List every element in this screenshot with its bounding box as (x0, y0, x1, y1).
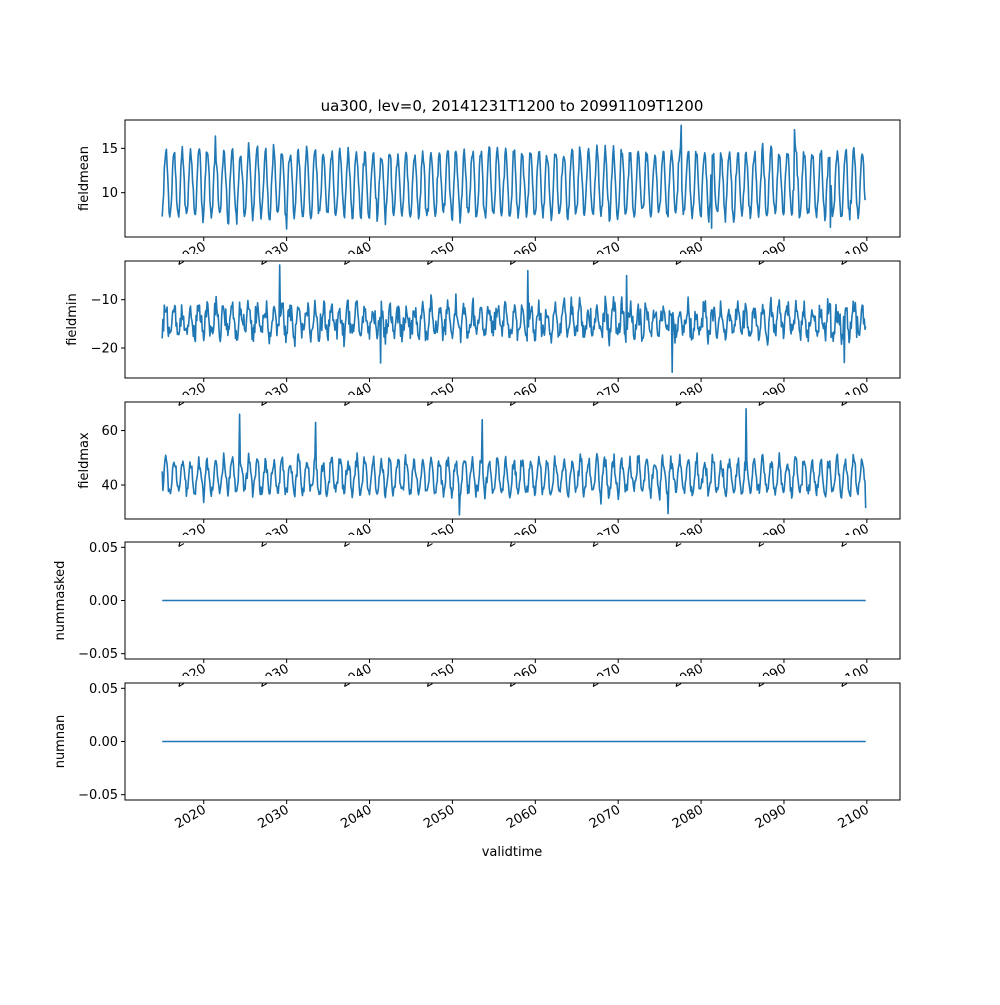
xtick-label: 2020 (173, 802, 209, 832)
xtick-label: 2070 (587, 802, 623, 832)
axes-frame-edge (124, 260, 901, 379)
ytick-label: 40 (101, 478, 118, 493)
label-overlap-mask (124, 254, 901, 261)
label-overlap-mask (124, 676, 901, 683)
ylabel-fieldmin: fieldmin (65, 293, 80, 346)
figure-title: ua300, lev=0, 20141231T1200 to 20991109T… (321, 97, 704, 115)
series-line-fieldmean (161, 124, 867, 230)
axes-frame-fieldmax (124, 401, 901, 520)
xtick-label: 2060 (504, 802, 540, 832)
axes-frame-fieldmean (124, 119, 901, 238)
label-overlap-mask (124, 535, 901, 542)
ytick-label: −0.05 (78, 647, 118, 662)
ytick-label: 60 (101, 424, 118, 439)
series-line-fieldmax (161, 408, 867, 516)
ytick-label: 0.00 (89, 735, 118, 750)
ylabel-fieldmax: fieldmax (77, 432, 92, 489)
xtick-label: 2030 (255, 802, 291, 832)
ytick-label: 10 (101, 186, 118, 201)
ytick-label: −0.05 (78, 788, 118, 803)
xtick-label: 2040 (338, 802, 374, 832)
axes-frame-edge (124, 401, 901, 520)
ytick-label: −20 (91, 342, 118, 357)
series-line-fieldmin (161, 264, 867, 373)
label-overlap-mask (124, 395, 901, 402)
axes-frame-edge (124, 541, 901, 660)
axes-frame-edge (124, 682, 901, 801)
xtick-label: 2090 (753, 802, 789, 832)
xtick-label: 2080 (670, 802, 706, 832)
ytick-label: 0.05 (89, 541, 118, 556)
ylabel-nummasked: nummasked (53, 561, 68, 641)
ytick-label: 15 (101, 142, 118, 157)
ytick-label: −10 (91, 293, 118, 308)
xtick-label: 2050 (421, 802, 457, 832)
ylabel-fieldmean: fieldmean (77, 146, 92, 211)
ylabel-numnan: numnan (53, 715, 68, 769)
xtick-label: 2100 (836, 802, 872, 832)
ytick-label: 0.05 (89, 682, 118, 697)
ytick-label: 0.00 (89, 594, 118, 609)
xlabel: validtime (482, 845, 543, 860)
